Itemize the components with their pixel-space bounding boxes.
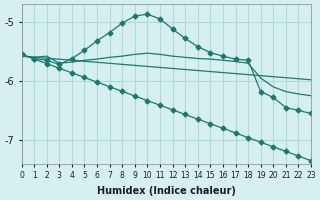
X-axis label: Humidex (Indice chaleur): Humidex (Indice chaleur) <box>97 186 236 196</box>
